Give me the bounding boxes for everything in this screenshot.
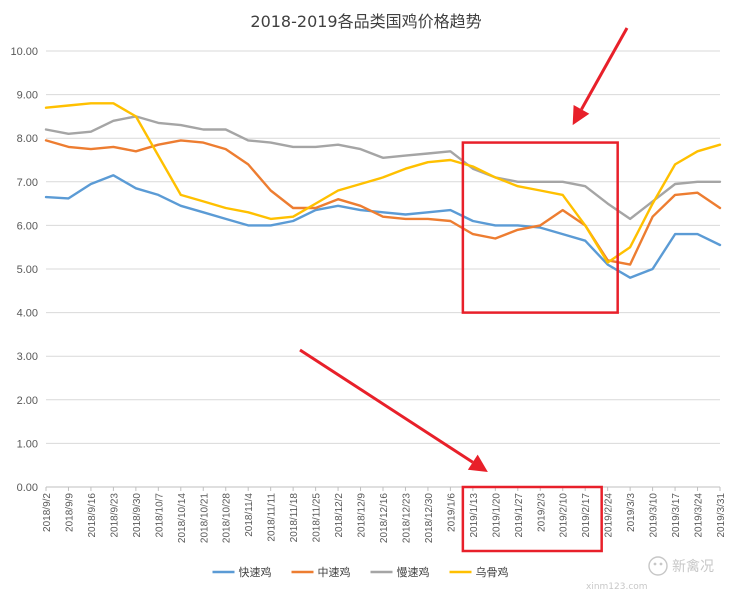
x-tick-label: 2019/2/3 — [536, 493, 547, 532]
x-tick-label: 2019/3/17 — [671, 493, 682, 538]
x-tick-label: 2019/3/10 — [649, 493, 660, 538]
x-tick-label: 2019/2/24 — [604, 493, 615, 538]
x-tick-label: 2018/10/7 — [154, 493, 165, 538]
x-axis: 2018/9/2 2018/9/9 2018/9/16 2018/9/23 2018/9… — [42, 487, 727, 543]
y-tick-label: 9.00 — [17, 90, 38, 102]
legend-item: 乌骨鸡 — [449, 565, 509, 579]
legend-item: 快速鸡 — [212, 565, 272, 579]
y-tick-label: 0.00 — [17, 482, 38, 494]
x-tick-label: 2018/9/23 — [109, 493, 120, 538]
highlight-box-axis — [461, 485, 603, 553]
grid-layer — [46, 50, 720, 488]
x-tick-label: 2019/2/10 — [559, 493, 570, 538]
legend-label: 中速鸡 — [318, 565, 351, 579]
y-tick-label: 7.00 — [17, 177, 38, 189]
x-tick-label: 2018/9/16 — [87, 493, 98, 538]
x-tick-label: 2018/12/23 — [401, 493, 412, 543]
arrow-head — [572, 105, 590, 126]
x-tick-label: 2019/3/3 — [626, 493, 637, 532]
legend-label: 乌骨鸡 — [476, 565, 509, 579]
series-line — [44, 174, 722, 279]
y-tick-label: 1.00 — [17, 438, 38, 450]
x-tick-label: 2019/1/27 — [514, 493, 525, 538]
x-tick-label: 2019/3/31 — [716, 493, 727, 538]
x-tick-label: 2019/2/17 — [581, 493, 592, 538]
watermark-url: xinm123.com — [586, 582, 648, 592]
x-tick-label: 2018/12/9 — [357, 493, 368, 538]
legend-item: 中速鸡 — [291, 565, 351, 579]
x-tick-label: 2018/9/9 — [64, 493, 75, 532]
y-tick-label: 5.00 — [17, 264, 38, 276]
x-tick-label: 2018/12/2 — [334, 493, 345, 538]
x-tick-label: 2018/11/11 — [267, 493, 278, 542]
x-tick-label: 2018/12/16 — [379, 493, 390, 543]
y-axis: 0.00 1.00 2.00 3.00 4.00 5.00 6.00 7.00 8.00 9.00… — [10, 46, 38, 494]
x-tick-label: 2018/10/28 — [222, 493, 233, 543]
arrow-shaft — [299, 348, 474, 464]
legend-label: 快速鸡 — [239, 565, 272, 579]
y-tick-label: 6.00 — [17, 220, 38, 232]
watermark: 新禽况 xinm123.com — [586, 556, 714, 592]
watermark-logo-icon — [648, 556, 668, 576]
arrow-icon — [299, 348, 488, 472]
x-tick-label: 2019/1/13 — [469, 493, 480, 538]
legend-label: 慢速鸡 — [397, 565, 430, 579]
x-tick-label: 2018/11/18 — [289, 493, 300, 543]
x-tick-label: 2018/10/14 — [177, 493, 188, 543]
x-tick-label: 2018/10/21 — [199, 493, 210, 543]
y-tick-label: 10.00 — [10, 46, 38, 58]
y-tick-label: 2.00 — [17, 395, 38, 407]
x-tick-label: 2018/11/25 — [312, 493, 323, 543]
series-line — [44, 102, 722, 264]
x-tick-label: 2018/12/30 — [424, 493, 435, 543]
x-tick-label: 2019/1/20 — [491, 493, 502, 538]
highlight-box-plot — [461, 141, 619, 314]
legend: 快速鸡 中速鸡 慢速鸡 乌骨鸡 — [212, 565, 509, 579]
series-line — [44, 115, 722, 221]
x-tick-label: 2019/3/24 — [694, 493, 705, 538]
y-tick-label: 4.00 — [17, 308, 38, 320]
y-tick-label: 8.00 — [17, 133, 38, 145]
x-tick-label: 2019/1/6 — [446, 493, 457, 532]
arrow-shaft — [580, 27, 629, 111]
watermark-text: 新禽况 — [672, 558, 714, 575]
highlight-annotations — [299, 27, 629, 553]
x-tick-label: 2018/11/4 — [244, 493, 255, 537]
x-tick-label: 2018/9/30 — [132, 493, 143, 538]
x-tick-label: 2018/9/2 — [42, 493, 53, 532]
series-layer — [44, 102, 722, 279]
y-tick-label: 3.00 — [17, 351, 38, 363]
arrow-icon — [572, 27, 629, 126]
arrow-head — [467, 454, 488, 472]
legend-item: 慢速鸡 — [370, 565, 430, 579]
chart-title: 2018-2019各品类国鸡价格趋势 — [250, 12, 481, 31]
